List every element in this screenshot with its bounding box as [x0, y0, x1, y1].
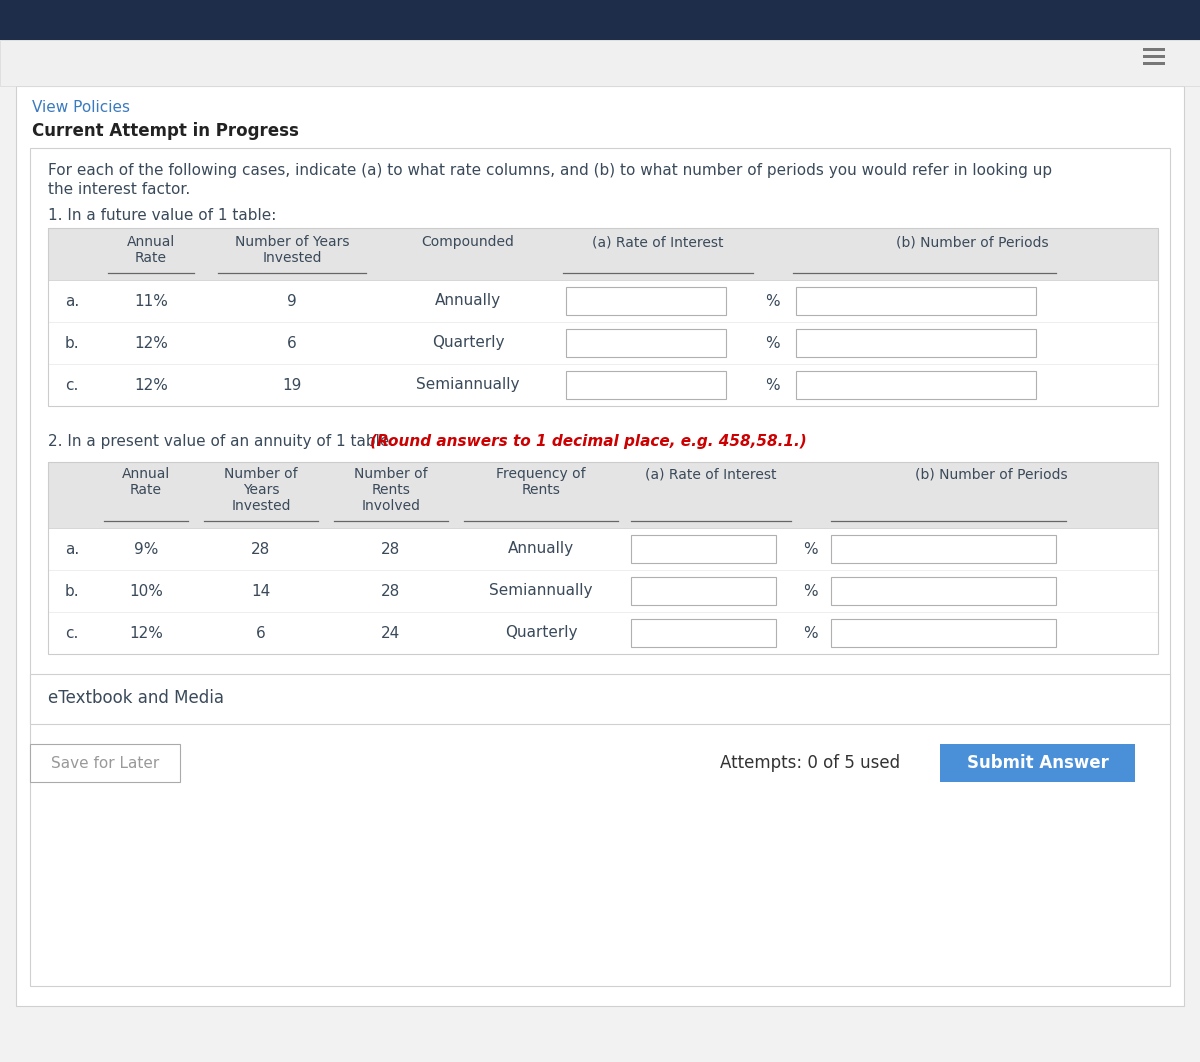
Bar — [830, 535, 1056, 563]
Bar — [796, 329, 1036, 357]
Bar — [30, 744, 180, 782]
Text: (b) Number of Periods: (b) Number of Periods — [914, 467, 1067, 481]
Bar — [796, 287, 1036, 315]
Text: Semiannually: Semiannually — [416, 377, 520, 393]
Bar — [48, 462, 1158, 654]
Text: 9: 9 — [287, 293, 296, 308]
Text: For each of the following cases, indicate (a) to what rate columns, and (b) to w: For each of the following cases, indicat… — [48, 162, 1052, 178]
Bar — [940, 744, 1135, 782]
Text: Annually: Annually — [434, 293, 502, 308]
Text: Save for Later: Save for Later — [50, 755, 160, 771]
Text: (b) Number of Periods: (b) Number of Periods — [895, 235, 1049, 249]
Text: 9%: 9% — [134, 542, 158, 556]
Text: 12%: 12% — [130, 626, 163, 640]
Text: the interest factor.: the interest factor. — [48, 182, 191, 196]
Bar — [1142, 48, 1165, 51]
Bar — [30, 674, 1170, 724]
Bar — [631, 577, 776, 605]
Bar — [0, 40, 1200, 86]
Text: Number of Years
Invested: Number of Years Invested — [235, 235, 349, 266]
Text: (a) Rate of Interest: (a) Rate of Interest — [646, 467, 776, 481]
Text: %: % — [803, 583, 817, 599]
Bar — [48, 462, 1158, 528]
Text: 28: 28 — [382, 542, 401, 556]
Text: >: > — [265, 46, 280, 64]
Text: c.: c. — [65, 377, 79, 393]
Text: 12%: 12% — [134, 336, 168, 350]
Bar — [48, 228, 1158, 406]
Bar — [0, 0, 1200, 40]
Text: Number of
Years
Invested: Number of Years Invested — [224, 467, 298, 513]
Bar — [796, 371, 1036, 399]
Text: Compounded: Compounded — [421, 235, 515, 249]
Bar — [1142, 55, 1165, 57]
Bar — [830, 577, 1056, 605]
Text: Submit Answer: Submit Answer — [967, 754, 1109, 772]
Text: (Round answers to 1 decimal place, e.g. 458,58.1.): (Round answers to 1 decimal place, e.g. … — [370, 434, 806, 449]
Bar — [830, 619, 1056, 647]
Bar — [631, 619, 776, 647]
Bar — [566, 287, 726, 315]
Text: 10%: 10% — [130, 583, 163, 599]
Bar — [631, 535, 776, 563]
Text: 28: 28 — [382, 583, 401, 599]
Text: %: % — [764, 293, 779, 308]
Text: %: % — [803, 626, 817, 640]
Text: 28: 28 — [251, 542, 271, 556]
Text: 6: 6 — [287, 336, 296, 350]
Text: b.: b. — [65, 336, 79, 350]
Text: Quarterly: Quarterly — [505, 626, 577, 640]
Text: 11%: 11% — [134, 293, 168, 308]
Bar — [566, 371, 726, 399]
Text: Attempts: 0 of 5 used: Attempts: 0 of 5 used — [720, 754, 900, 772]
Text: 24: 24 — [382, 626, 401, 640]
Text: 12%: 12% — [134, 377, 168, 393]
Text: eTextbook and Media: eTextbook and Media — [48, 689, 224, 707]
Bar — [16, 86, 1184, 1006]
Text: c.: c. — [65, 626, 79, 640]
Text: Semiannually: Semiannually — [490, 583, 593, 599]
Text: Quarterly: Quarterly — [432, 336, 504, 350]
Text: %: % — [764, 377, 779, 393]
Text: %: % — [803, 542, 817, 556]
Text: %: % — [764, 336, 779, 350]
Bar — [1142, 62, 1165, 65]
Bar — [48, 228, 1158, 280]
Text: 6: 6 — [256, 626, 266, 640]
Bar — [566, 329, 726, 357]
Text: b.: b. — [65, 583, 79, 599]
Text: a.: a. — [65, 293, 79, 308]
Text: Question 5 of 11: Question 5 of 11 — [32, 46, 194, 65]
Text: (a) Rate of Interest: (a) Rate of Interest — [593, 235, 724, 249]
Text: Annual
Rate: Annual Rate — [127, 235, 175, 266]
Text: Frequency of
Rents: Frequency of Rents — [496, 467, 586, 497]
Text: 14: 14 — [251, 583, 271, 599]
Text: <: < — [220, 46, 235, 64]
Text: - / 1: - / 1 — [1075, 46, 1110, 64]
Text: 2. In a present value of an annuity of 1 table:: 2. In a present value of an annuity of 1… — [48, 434, 400, 449]
Bar — [30, 148, 1170, 986]
Text: 19: 19 — [282, 377, 301, 393]
Text: 1. In a future value of 1 table:: 1. In a future value of 1 table: — [48, 208, 276, 223]
Text: Number of
Rents
Involved: Number of Rents Involved — [354, 467, 428, 513]
Text: Annual
Rate: Annual Rate — [122, 467, 170, 497]
Text: Current Attempt in Progress: Current Attempt in Progress — [32, 122, 299, 140]
Text: Annually: Annually — [508, 542, 574, 556]
Text: View Policies: View Policies — [32, 100, 130, 115]
Text: a.: a. — [65, 542, 79, 556]
